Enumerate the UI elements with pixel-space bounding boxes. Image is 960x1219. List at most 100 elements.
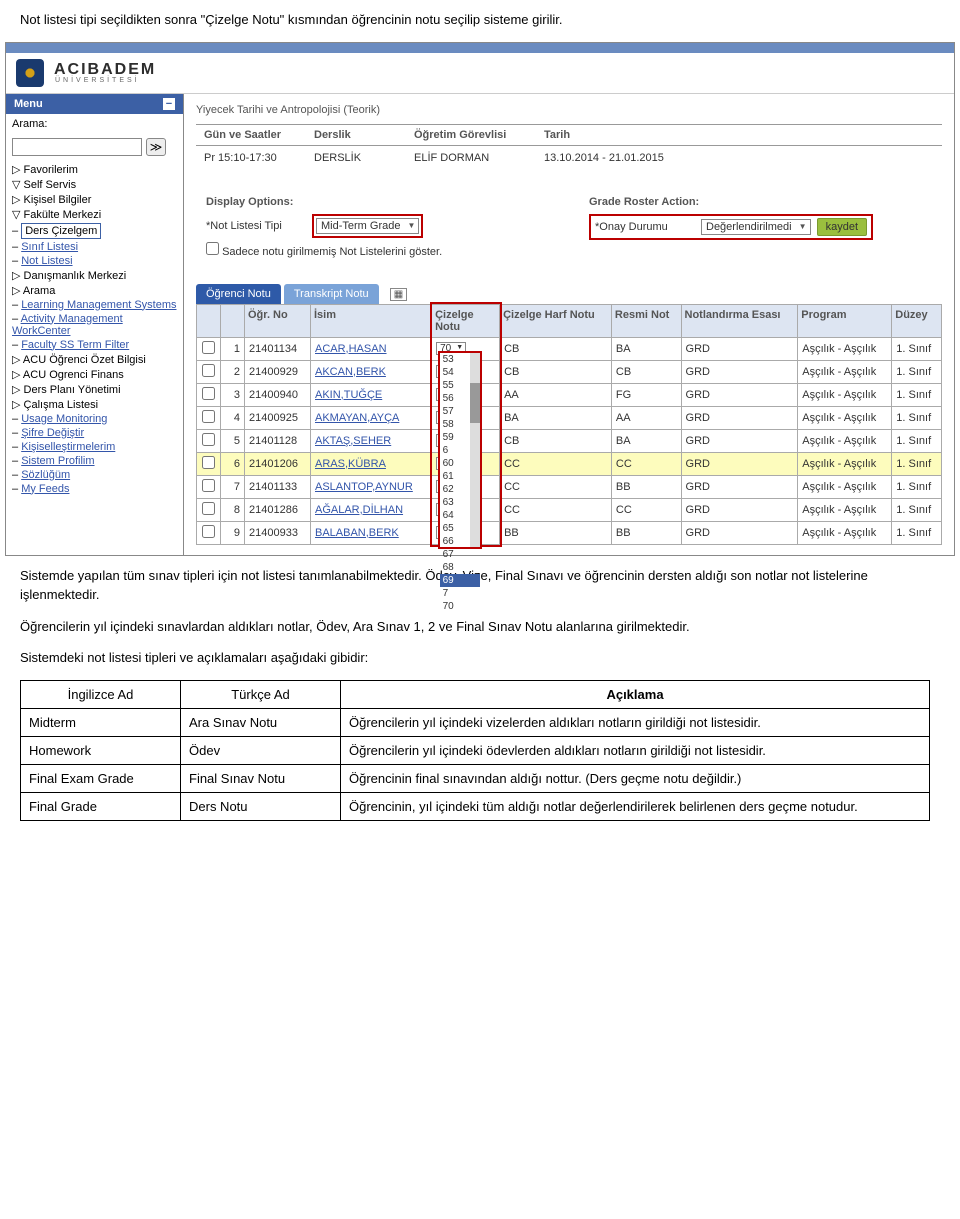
menu-item[interactable]: – Faculty SS Term Filter [12,338,177,352]
grid-options-icon[interactable]: ▦ [390,288,407,301]
row-checkbox[interactable] [202,525,215,538]
row-ogrno: 21401128 [245,429,311,452]
row-name-link[interactable]: AKTAŞ,SEHER [315,435,391,447]
menu-item[interactable]: – Kişiselleştirmelerim [12,440,177,454]
row-program: Aşçılık - Aşçılık [798,337,892,360]
row-checkbox[interactable] [202,456,215,469]
menu-item[interactable]: – Sözlüğüm [12,468,177,482]
th-harf: Çizelge Harf Notu [500,304,612,337]
sadece-notu-checkbox[interactable] [206,242,219,255]
row-program: Aşçılık - Aşçılık [798,429,892,452]
row-duzey: 1. Sınıf [892,429,942,452]
row-name-link[interactable]: ACAR,HASAN [315,343,387,355]
menu-item[interactable]: ▽ Fakülte Merkezi [12,207,177,222]
menu-item[interactable]: – Şifre Değiştir [12,426,177,440]
row-harf: BB [500,521,612,544]
menu-item[interactable]: ▽ Self Servis [12,177,177,192]
row-harf: CC [500,498,612,521]
dropdown-scroll-thumb[interactable] [470,383,480,423]
menu-item[interactable]: – My Feeds [12,482,177,496]
table-row: 521401128AKTAŞ,SEHER CBBAGRDAşçılık - Aş… [197,429,942,452]
paragraph-2: Öğrencilerin yıl içindeki sınavlardan al… [20,617,940,637]
row-index: 3 [221,383,245,406]
exp-h3: Açıklama [341,680,930,708]
row-esas: GRD [681,498,798,521]
menu-item[interactable]: ▷ Kişisel Bilgiler [12,192,177,207]
row-name-link[interactable]: ARAS,KÜBRA [315,458,386,470]
cizelge-dropdown-open[interactable]: 53545556575859660616263646566676869770 [438,351,482,549]
tab-ogrenci-notu[interactable]: Öğrenci Notu [196,284,281,304]
row-ogrno: 21400940 [245,383,311,406]
menu-item[interactable]: – Activity Management WorkCenter [12,312,177,338]
row-program: Aşçılık - Aşçılık [798,383,892,406]
sidebar: Menu − Arama: ≫ ▷ Favorilerim▽ Self Serv… [6,94,184,555]
row-ogrno: 21401133 [245,475,311,498]
tab-transkript-notu[interactable]: Transkript Notu [284,284,379,304]
search-label: Arama: [12,118,47,130]
row-checkbox[interactable] [202,387,215,400]
search-go-button[interactable]: ≫ [146,138,166,156]
display-options-panel: Display Options: *Not Listesi Tipi Mid-T… [196,190,559,268]
row-checkbox[interactable] [202,502,215,515]
menu-item[interactable]: ▷ Arama [12,283,177,298]
th-ogrno: Öğr. No [245,304,311,337]
exp-col-tr: Ders Notu [181,792,341,820]
dropdown-option[interactable]: 70 [440,600,480,613]
collapse-icon[interactable]: − [163,98,175,110]
row-ogrno: 21401134 [245,337,311,360]
dropdown-option[interactable]: 7 [440,587,480,600]
dropdown-option[interactable]: 69 [440,574,480,587]
col-tarih: Tarih [536,125,716,145]
row-index: 1 [221,337,245,360]
menu-item[interactable]: – Sınıf Listesi [12,240,177,254]
row-resmi: BA [611,337,681,360]
student-grade-table: Öğr. No İsim Çizelge Notu Çizelge Harf N… [196,304,942,545]
table-row: 421400925AKMAYAN,AYÇA BAAAGRDAşçılık - A… [197,406,942,429]
kaydet-button[interactable]: kaydet [817,218,867,236]
exp-col-en: Homework [21,736,181,764]
table-row: 321400940AKIN,TUĞÇE AAFGGRDAşçılık - Aşç… [197,383,942,406]
menu-item[interactable]: – Usage Monitoring [12,412,177,426]
row-name-link[interactable]: BALABAN,BERK [315,527,399,539]
paragraph-3: Sistemdeki not listesi tipleri ve açıkla… [20,648,940,668]
menu-item[interactable]: ▷ ACU Öğrenci Özet Bilgisi [12,352,177,367]
row-index: 4 [221,406,245,429]
table-row: 821401286AĞALAR,DİLHAN CCCCGRDAşçılık - … [197,498,942,521]
row-name-link[interactable]: AKMAYAN,AYÇA [315,412,399,424]
dropdown-option[interactable]: 68 [440,561,480,574]
row-harf: AA [500,383,612,406]
row-checkbox[interactable] [202,410,215,423]
row-index: 5 [221,429,245,452]
th-duzey: Düzey [892,304,942,337]
not-listesi-tipi-label: *Not Listesi Tipi [206,220,306,232]
menu-item[interactable]: ▷ ACU Ogrenci Finans [12,367,177,382]
menu-item[interactable]: ▷ Danışmanlık Merkezi [12,268,177,283]
row-resmi: CB [611,360,681,383]
row-index: 2 [221,360,245,383]
onay-durumu-label: *Onay Durumu [595,221,695,233]
row-name-link[interactable]: AKIN,TUĞÇE [315,389,382,401]
menu-item[interactable]: – Not Listesi [12,254,177,268]
not-listesi-tipi-select[interactable]: Mid-Term Grade [316,218,419,234]
table-row: 221400929AKCAN,BERK CBCBGRDAşçılık - Aşç… [197,360,942,383]
row-duzey: 1. Sınıf [892,360,942,383]
row-name-link[interactable]: AĞALAR,DİLHAN [315,504,403,516]
col-ogretim: Öğretim Görevlisi [406,125,536,145]
menu-item[interactable]: ▷ Favorilerim [12,162,177,177]
dropdown-option[interactable]: 67 [440,548,480,561]
row-resmi: AA [611,406,681,429]
row-name-link[interactable]: ASLANTOP,AYNUR [315,481,413,493]
menu-item[interactable]: – Ders Çizelgem [12,222,177,240]
menu-item[interactable]: ▷ Çalışma Listesi [12,397,177,412]
onay-durumu-select[interactable]: Değerlendirilmedi [701,219,811,235]
search-input[interactable] [12,138,142,156]
menu-item[interactable]: – Sistem Profilim [12,454,177,468]
row-checkbox[interactable] [202,479,215,492]
row-checkbox[interactable] [202,364,215,377]
row-checkbox[interactable] [202,341,215,354]
row-ogrno: 21401206 [245,452,311,475]
menu-item[interactable]: – Learning Management Systems [12,298,177,312]
menu-item[interactable]: ▷ Ders Planı Yönetimi [12,382,177,397]
row-name-link[interactable]: AKCAN,BERK [315,366,386,378]
row-checkbox[interactable] [202,433,215,446]
